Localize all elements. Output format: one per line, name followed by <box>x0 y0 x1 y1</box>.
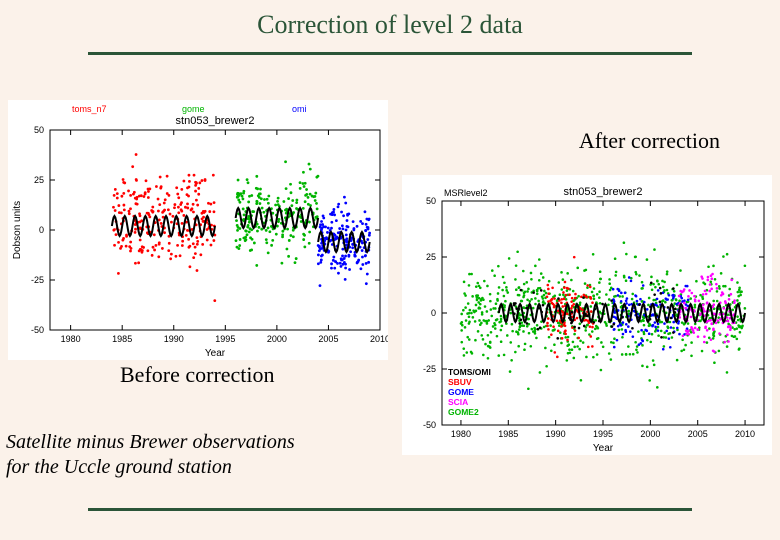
svg-text:MSRlevel2: MSRlevel2 <box>444 188 488 198</box>
chart-before-correction: 1980 1985 1990 1995 2000 2005 2010 -50 -25 0 25 50 s… <box>8 100 388 360</box>
chart-after-correction: 1980 1985 1990 1995 2000 2005 2010 -50 -25 0 25 50 s… <box>402 175 772 455</box>
svg-text:-25: -25 <box>423 364 436 374</box>
svg-text:gome: gome <box>182 104 205 114</box>
caption-line-1: Satellite minus Brewer observations <box>6 430 295 455</box>
label-before: Before correction <box>120 362 275 388</box>
caption-line-2: for the Uccle ground station <box>6 455 295 480</box>
svg-text:stn053_brewer2: stn053_brewer2 <box>564 186 643 198</box>
svg-text:2010: 2010 <box>735 429 755 439</box>
svg-text:50: 50 <box>34 125 44 135</box>
svg-text:2005: 2005 <box>318 334 338 344</box>
svg-text:25: 25 <box>426 252 436 262</box>
svg-text:2005: 2005 <box>688 429 708 439</box>
svg-text:1980: 1980 <box>61 334 81 344</box>
svg-text:GOME2: GOME2 <box>448 407 479 417</box>
svg-text:SBUV: SBUV <box>448 377 472 387</box>
svg-text:25: 25 <box>34 175 44 185</box>
svg-text:2010: 2010 <box>370 334 388 344</box>
svg-text:-25: -25 <box>31 275 44 285</box>
svg-text:stn053_brewer2: stn053_brewer2 <box>176 115 255 127</box>
svg-text:0: 0 <box>39 225 44 235</box>
svg-text:Year: Year <box>205 348 226 359</box>
label-after: After correction <box>579 128 720 154</box>
svg-text:2000: 2000 <box>640 429 660 439</box>
page-title: Correction of level 2 data <box>0 10 780 40</box>
svg-text:1990: 1990 <box>164 334 184 344</box>
svg-text:-50: -50 <box>423 420 436 430</box>
svg-text:50: 50 <box>426 196 436 206</box>
svg-text:SCIA: SCIA <box>448 397 468 407</box>
svg-text:Dobson units: Dobson units <box>12 201 23 259</box>
svg-text:1995: 1995 <box>215 334 235 344</box>
rule-bottom <box>88 508 692 511</box>
svg-text:omi: omi <box>292 104 307 114</box>
svg-text:Year: Year <box>593 443 614 454</box>
svg-text:-50: -50 <box>31 325 44 335</box>
rule-top <box>88 52 692 55</box>
svg-text:1995: 1995 <box>593 429 613 439</box>
caption: Satellite minus Brewer observations for … <box>6 430 295 480</box>
svg-text:0: 0 <box>431 308 436 318</box>
svg-text:2000: 2000 <box>267 334 287 344</box>
svg-text:GOME: GOME <box>448 387 474 397</box>
svg-text:TOMS/OMI: TOMS/OMI <box>448 367 491 377</box>
svg-text:1980: 1980 <box>451 429 471 439</box>
svg-text:1985: 1985 <box>498 429 518 439</box>
svg-text:1990: 1990 <box>546 429 566 439</box>
svg-text:toms_n7: toms_n7 <box>72 104 107 114</box>
svg-text:1985: 1985 <box>112 334 132 344</box>
